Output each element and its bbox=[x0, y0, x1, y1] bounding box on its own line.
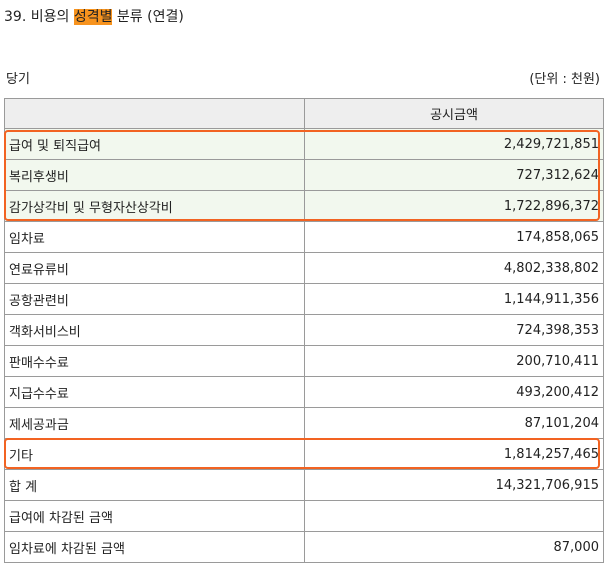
amount-cell: 174,858,065 bbox=[304, 221, 604, 253]
table-row: 급여에 차감된 금액 bbox=[4, 500, 604, 532]
item-cell: 객화서비스비 bbox=[4, 314, 305, 346]
item-cell: 임차료 bbox=[4, 221, 305, 253]
table-row: 합 계 14,321,706,915 bbox=[4, 469, 604, 501]
table-row: 지급수수료 493,200,412 bbox=[4, 376, 604, 408]
table-row: 임차료에 차감된 금액 87,000 bbox=[4, 531, 604, 563]
amount-cell: 1,722,896,372 bbox=[304, 190, 604, 222]
header-cell: 공시금액 bbox=[304, 98, 604, 129]
table-row: 공항관련비 1,144,911,356 bbox=[4, 283, 604, 315]
table-row: 객화서비스비 724,398,353 bbox=[4, 314, 604, 346]
item-cell: 제세공과금 bbox=[4, 407, 305, 439]
table-row: 연료유류비 4,802,338,802 bbox=[4, 252, 604, 284]
expense-table: 공시금액 급여 및 퇴직급여 2,429,721,851 복리후생비 727,312,… bbox=[4, 98, 604, 563]
item-cell: 합 계 bbox=[4, 469, 305, 501]
period: 당기 bbox=[6, 72, 30, 87]
title: 39. 비용의 성격별 분류 (연결) bbox=[4, 6, 184, 26]
item-cell: 지급수수료 bbox=[4, 376, 305, 408]
item-cell: 연료유류비 bbox=[4, 252, 305, 284]
table-row: 기타 1,814,257,465 bbox=[4, 438, 604, 470]
title-highlight: 성격별 bbox=[73, 9, 113, 25]
amount-cell: 4,802,338,802 bbox=[304, 252, 604, 284]
amount-cell: 493,200,412 bbox=[304, 376, 604, 408]
highlight-box bbox=[4, 130, 600, 221]
item-cell: 임차료에 차감된 금액 bbox=[4, 531, 305, 563]
table-row: 임차료 174,858,065 bbox=[4, 221, 604, 253]
item-cell: 복리후생비 bbox=[4, 159, 305, 191]
item-cell: 공항관련비 bbox=[4, 283, 305, 315]
header-row: 공시금액 bbox=[4, 98, 604, 129]
table-row: 판매수수료 200,710,411 bbox=[4, 345, 604, 377]
amount-cell: 14,321,706,915 bbox=[304, 469, 604, 501]
amount-cell: 1,814,257,465 bbox=[304, 438, 604, 470]
unit: (단위 : 천원) bbox=[529, 72, 600, 87]
item-cell: 급여에 차감된 금액 bbox=[4, 500, 305, 532]
item-cell: 급여 및 퇴직급여 bbox=[4, 128, 305, 160]
highlight-box bbox=[4, 438, 600, 469]
item-cell: 감가상각비 및 무형자산상각비 bbox=[4, 190, 305, 222]
item-cell: 판매수수료 bbox=[4, 345, 305, 377]
table-row: 복리후생비 727,312,624 bbox=[4, 159, 604, 191]
title-suffix: 분류 (연결) bbox=[112, 9, 184, 25]
amount-cell: 2,429,721,851 bbox=[304, 128, 604, 160]
table-row: 제세공과금 87,101,204 bbox=[4, 407, 604, 439]
amount-cell: 87,000 bbox=[304, 531, 604, 563]
amount-cell: 727,312,624 bbox=[304, 159, 604, 191]
table-row: 감가상각비 및 무형자산상각비 1,722,896,372 bbox=[4, 190, 604, 222]
amount-cell bbox=[304, 500, 604, 532]
title-prefix: 39. 비용의 bbox=[4, 9, 74, 25]
header-cell bbox=[4, 98, 305, 129]
amount-cell: 1,144,911,356 bbox=[304, 283, 604, 315]
amount-cell: 87,101,204 bbox=[304, 407, 604, 439]
amount-cell: 724,398,353 bbox=[304, 314, 604, 346]
amount-cell: 200,710,411 bbox=[304, 345, 604, 377]
table-row: 급여 및 퇴직급여 2,429,721,851 bbox=[4, 128, 604, 160]
